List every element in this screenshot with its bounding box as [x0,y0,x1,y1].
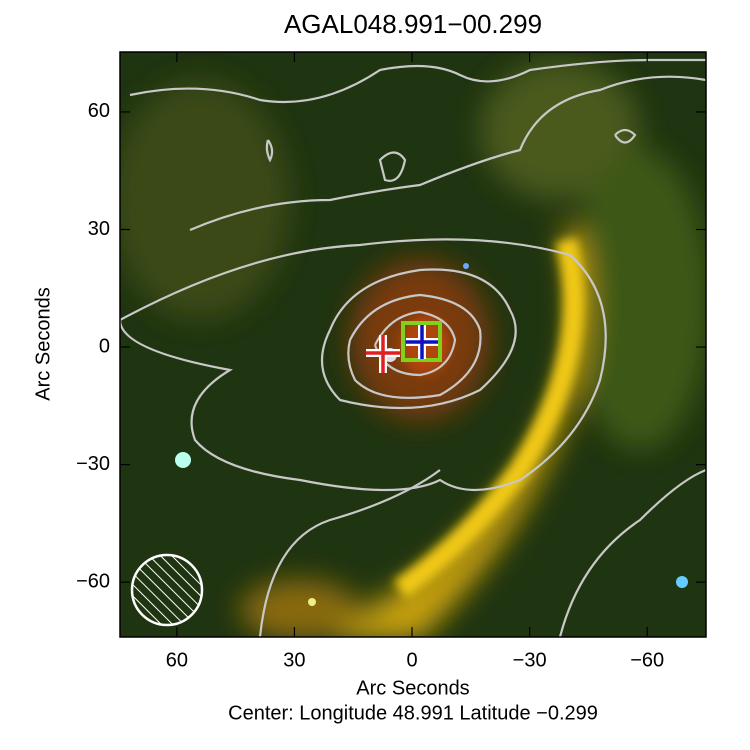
contours [120,58,706,637]
y-tick-label: 30 [88,218,110,240]
y-tick-label: 0 [99,335,110,357]
x-tick-label: −60 [630,649,664,671]
x-tick-label: 30 [283,649,305,671]
x-tick-label: 60 [166,649,188,671]
y-tick-label: −30 [76,453,110,475]
y-tick-label: 60 [88,100,110,122]
x-tick-label: 0 [406,649,417,671]
y-axis-label: Arc Seconds [32,287,54,400]
markers [366,321,442,373]
sky-image [120,52,706,637]
x-tick-label: −30 [513,649,547,671]
y-tick-label: −60 [76,570,110,592]
plot-frame [119,51,707,638]
beam [130,553,204,627]
chart-title: AGAL048.991−00.299 [284,9,542,39]
x-axis-label: Arc Seconds [356,677,469,699]
footer: Center: Longitude 48.991 Latitude −0.299 [228,702,598,724]
